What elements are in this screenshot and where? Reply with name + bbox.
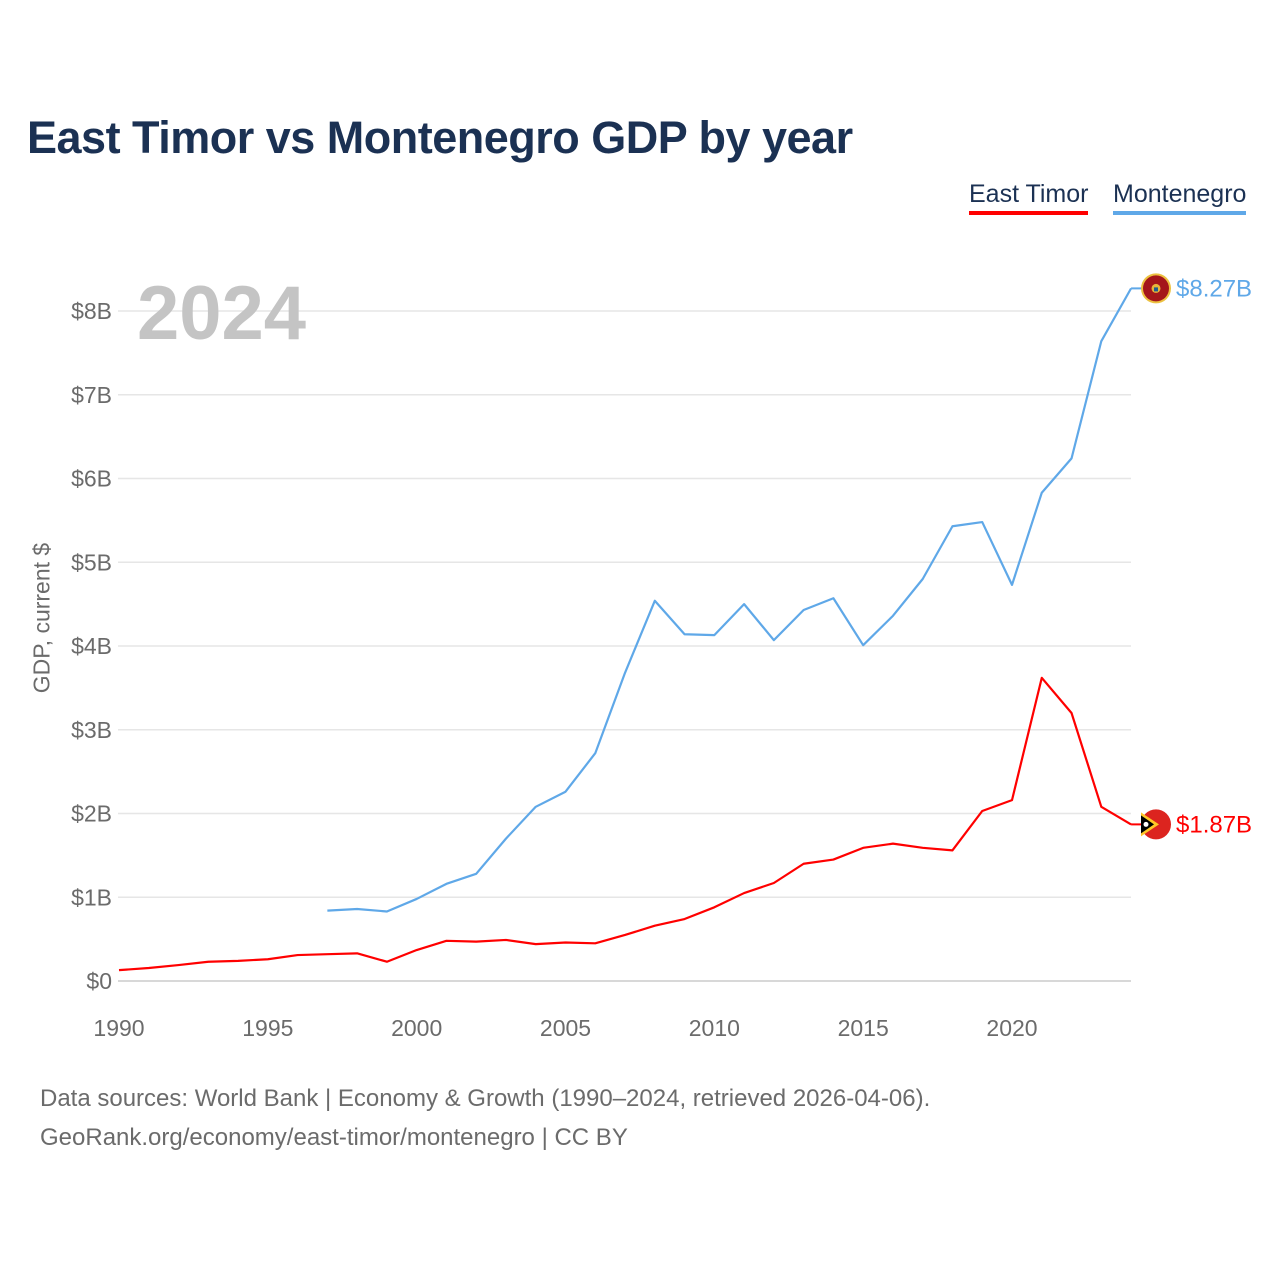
y-tick-label: $3B bbox=[71, 717, 112, 743]
flag-star bbox=[1143, 821, 1149, 827]
series-line-montenegro bbox=[327, 287, 1133, 913]
footer-link[interactable]: GeoRank.org/economy/east-timor/montenegr… bbox=[40, 1124, 628, 1151]
y-tick-label: $1B bbox=[71, 884, 112, 910]
y-tick-label: $8B bbox=[71, 298, 112, 324]
x-tick-label: 1990 bbox=[93, 1015, 144, 1041]
y-tick-label: $7B bbox=[71, 382, 112, 408]
y-tick-label: $4B bbox=[71, 633, 112, 659]
x-tick-label: 1995 bbox=[242, 1015, 293, 1041]
east-timor-flag-icon bbox=[1141, 809, 1171, 840]
y-tick-label: $6B bbox=[71, 466, 112, 492]
montenegro-flag-icon bbox=[1141, 273, 1171, 304]
y-tick-label: $2B bbox=[71, 801, 112, 827]
flag-shield bbox=[1154, 287, 1158, 292]
current-year-label: 2024 bbox=[137, 271, 307, 356]
legend-montenegro[interactable]: Montenegro bbox=[1113, 180, 1247, 215]
x-tick-label: 2020 bbox=[986, 1015, 1037, 1041]
series-line-east-timor bbox=[118, 676, 1132, 972]
x-tick-label: 2005 bbox=[540, 1015, 591, 1041]
y-tick-label: $0 bbox=[86, 968, 112, 994]
end-value-label: $1.87B bbox=[1176, 811, 1252, 838]
legend-east-timor[interactable]: East Timor bbox=[969, 180, 1089, 215]
chart-title: East Timor vs Montenegro GDP by year bbox=[27, 112, 853, 163]
x-tick-label: 2000 bbox=[391, 1015, 442, 1041]
footer-sources: Data sources: World Bank | Economy & Gro… bbox=[40, 1085, 931, 1112]
y-tick-label: $5B bbox=[71, 549, 112, 575]
x-tick-label: 2015 bbox=[838, 1015, 889, 1041]
x-tick-label: 2010 bbox=[689, 1015, 740, 1041]
end-value-label: $8.27B bbox=[1176, 275, 1252, 302]
